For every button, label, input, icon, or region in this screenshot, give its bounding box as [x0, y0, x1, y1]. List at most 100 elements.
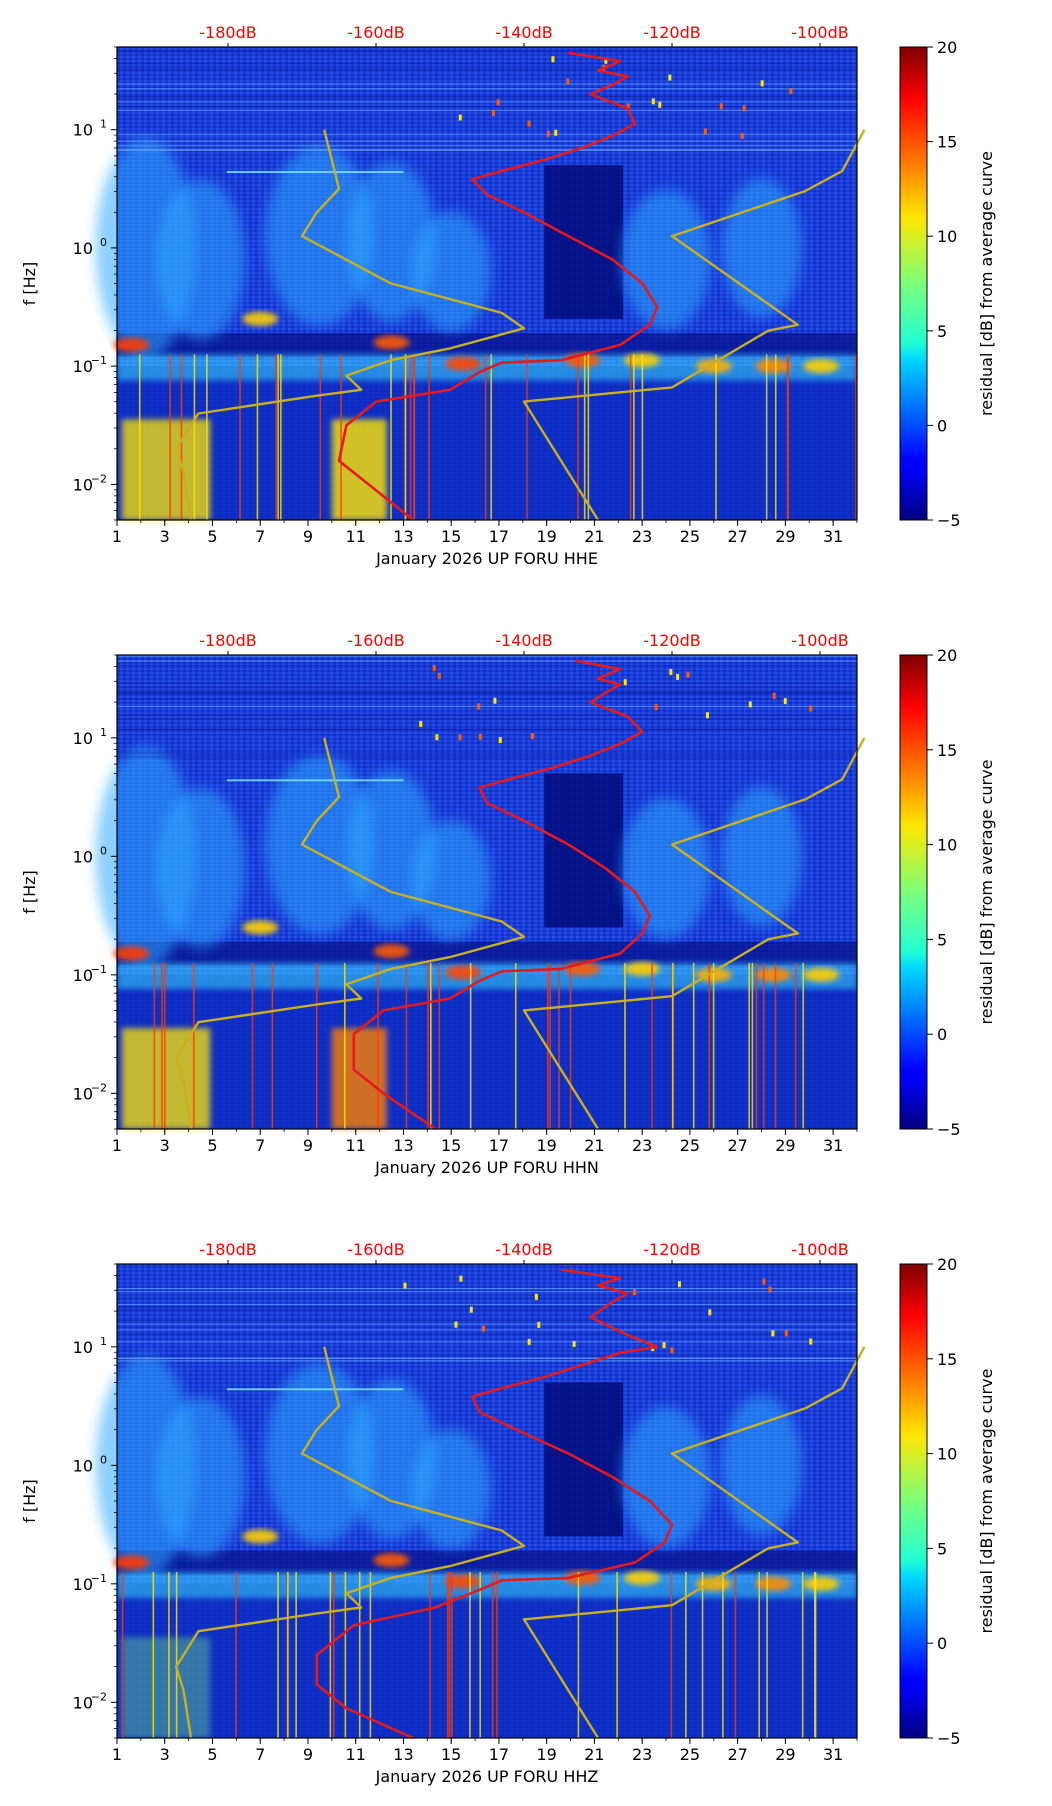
- hf-spot: [551, 56, 555, 63]
- colorbar-label: residual [dB] from average curve: [977, 151, 996, 416]
- hf-spot: [534, 1293, 538, 1300]
- low-frequency-region: [117, 366, 857, 520]
- microseism-blob: [113, 1555, 150, 1570]
- hf-line: [117, 682, 857, 684]
- db-tick-label: -100dB: [791, 23, 848, 42]
- y-tick-label: 10: [73, 121, 93, 140]
- hf-spot: [668, 74, 672, 81]
- hf-spot: [658, 101, 662, 108]
- average-psd-curve: [337, 51, 659, 521]
- x-tick-label: 19: [536, 1136, 556, 1155]
- hf-line: [226, 1388, 404, 1391]
- hf-line: [117, 687, 857, 689]
- event-streak: [496, 1571, 498, 1738]
- microseism-trench: [117, 333, 857, 357]
- x-tick-label: 25: [680, 1745, 700, 1764]
- hf-line: [117, 714, 857, 716]
- microseism-blob: [373, 335, 410, 350]
- hf-spot: [435, 734, 439, 741]
- y-axis-label: f [Hz]: [20, 1479, 39, 1523]
- event-streak: [651, 962, 653, 1129]
- x-tick-label: 23: [632, 527, 652, 546]
- hf-spot: [809, 705, 813, 712]
- hf-spot: [454, 1321, 458, 1328]
- db-tick-label: -140dB: [495, 23, 552, 42]
- hf-line: [117, 1357, 857, 1359]
- hf-line: [117, 88, 857, 90]
- microseism-blob: [695, 359, 732, 374]
- hf-spot: [748, 701, 752, 708]
- event-streak: [287, 1571, 289, 1738]
- microseism-blob: [624, 961, 661, 976]
- event-streak: [377, 962, 379, 1129]
- event-streak: [329, 1571, 332, 1738]
- noise-cloud: [155, 788, 246, 949]
- event-streak: [409, 354, 412, 520]
- hf-line: [117, 718, 857, 720]
- x-tick-label: 21: [584, 527, 604, 546]
- event-streak: [121, 1571, 124, 1738]
- nhnm-curve: [522, 737, 866, 1130]
- noise-cloud: [264, 1363, 375, 1544]
- hf-line: [117, 1332, 857, 1334]
- hf-spot: [633, 1289, 637, 1296]
- event-streak: [469, 962, 472, 1129]
- hf-spot: [419, 720, 423, 727]
- x-tick-label: 13: [393, 527, 413, 546]
- microseism-trench: [117, 941, 857, 966]
- noise-cloud: [621, 798, 712, 939]
- x-tick-label: 23: [632, 1745, 652, 1764]
- hf-line: [117, 145, 857, 147]
- hf-spot: [783, 698, 787, 705]
- y-tick-exponent: −2: [91, 1081, 107, 1094]
- microseism-blob: [564, 1570, 601, 1585]
- event-streak: [715, 354, 717, 520]
- event-streak: [271, 962, 274, 1129]
- event-streak: [774, 354, 777, 520]
- hf-spot: [760, 80, 764, 87]
- hf-spot: [703, 128, 707, 135]
- event-streak: [451, 1571, 453, 1738]
- hf-spot: [403, 1282, 407, 1289]
- event-streak: [358, 1571, 361, 1738]
- nlnm-curve: [175, 1346, 526, 1739]
- event-streak: [786, 354, 789, 520]
- colorbar-tick-label: 15: [937, 1350, 957, 1369]
- microseism-blob: [445, 356, 482, 371]
- colorbar-label: residual [dB] from average curve: [977, 1369, 996, 1634]
- hf-line: [117, 1309, 857, 1311]
- hf-spot: [662, 1342, 666, 1349]
- hf-line: [117, 756, 857, 758]
- event-streak: [256, 354, 259, 520]
- hf-spot: [604, 57, 608, 64]
- event-streak: [547, 962, 549, 1129]
- hf-line: [117, 752, 857, 754]
- quiet-period: [544, 165, 624, 319]
- hf-spot: [626, 103, 630, 110]
- event-streak: [587, 354, 590, 520]
- hf-spot: [669, 668, 673, 675]
- noise-cloud: [264, 754, 375, 935]
- event-streak: [315, 962, 318, 1129]
- event-streak: [685, 1571, 687, 1738]
- microseism-blob: [755, 359, 792, 374]
- low-frequency-event: [121, 419, 211, 520]
- y-tick-label: 10: [73, 1456, 93, 1475]
- colorbar-tick-label: −5: [937, 511, 961, 530]
- event-streak: [712, 962, 715, 1129]
- hf-line: [117, 665, 857, 667]
- y-tick-label: 10: [73, 357, 93, 376]
- colorbar-tick-label: −5: [937, 1120, 961, 1139]
- hf-spot: [719, 103, 723, 110]
- low-frequency-region: [117, 974, 857, 1129]
- hf-line: [117, 49, 857, 51]
- hf-spot: [771, 1330, 775, 1337]
- x-tick-label: 7: [255, 527, 265, 546]
- hf-spot: [527, 120, 531, 127]
- microseism-blob: [445, 1574, 482, 1589]
- event-streak: [814, 1571, 816, 1738]
- x-axis-label: January 2026 UP FORU HHZ: [375, 1767, 599, 1786]
- x-tick-label: 23: [632, 1136, 652, 1155]
- noise-cloud: [721, 1395, 802, 1536]
- hf-spot: [491, 109, 495, 116]
